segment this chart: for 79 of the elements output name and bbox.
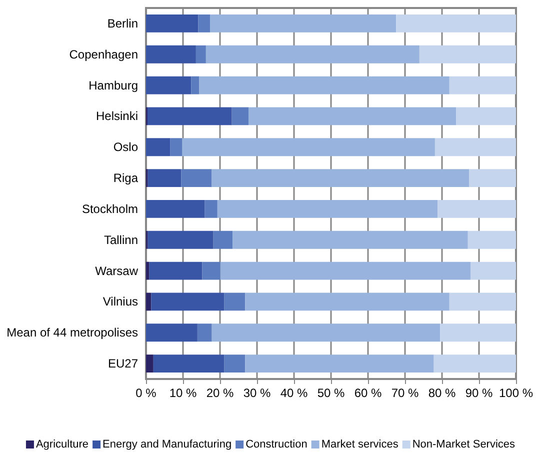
legend-label: Construction xyxy=(246,438,308,450)
x-tick-label: 20 % xyxy=(206,386,234,400)
y-tick-label: Hamburg xyxy=(88,78,138,92)
bar xyxy=(449,76,516,94)
bar xyxy=(146,324,198,342)
bar xyxy=(149,262,202,280)
legend-label: Energy and Manufacturing xyxy=(102,438,232,450)
bar xyxy=(468,230,516,249)
bar xyxy=(147,107,232,126)
bar xyxy=(148,230,214,249)
bar xyxy=(196,45,206,64)
bar xyxy=(146,76,192,94)
bar xyxy=(181,169,212,188)
x-tick-label: 70 % xyxy=(391,386,419,400)
bar xyxy=(212,324,440,342)
bar xyxy=(248,107,456,126)
legend-label: Non-Market Services xyxy=(412,438,516,450)
x-tick-label: 0 % xyxy=(136,386,157,400)
bar xyxy=(469,169,516,188)
bar xyxy=(245,354,434,373)
y-tick-label: Oslo xyxy=(113,140,138,154)
bar xyxy=(197,324,212,342)
bar xyxy=(204,200,218,218)
y-tick-label: Mean of 44 metropolises xyxy=(6,326,138,340)
bar xyxy=(146,138,170,156)
bar xyxy=(146,45,196,64)
y-tick-label: Helsinki xyxy=(96,109,138,124)
bar xyxy=(146,14,198,32)
y-tick-label: Riga xyxy=(113,171,138,186)
bar xyxy=(146,292,152,311)
x-tick-label: 80 % xyxy=(428,386,456,400)
y-tick-label: EU27 xyxy=(108,356,138,371)
y-tick-label: Berlin xyxy=(107,16,138,30)
x-tick-label: 50 % xyxy=(317,386,345,400)
bar xyxy=(456,107,516,126)
bar xyxy=(470,262,516,280)
bar xyxy=(146,354,154,373)
bar xyxy=(151,292,224,311)
bar xyxy=(438,200,516,218)
bar xyxy=(206,45,420,64)
bar xyxy=(245,292,450,311)
x-tick-label: 60 % xyxy=(354,386,382,400)
bar xyxy=(146,200,205,218)
bar xyxy=(440,324,516,342)
bar xyxy=(199,76,450,94)
y-tick-label: Tallinn xyxy=(104,232,138,247)
bar xyxy=(153,354,224,373)
bar xyxy=(419,45,516,64)
bar xyxy=(434,354,516,373)
bar xyxy=(224,292,246,311)
x-tick-label: 30 % xyxy=(243,386,271,400)
bar xyxy=(210,14,396,32)
bar xyxy=(224,354,246,373)
x-tick-label: 100 % xyxy=(498,386,534,400)
bar xyxy=(232,107,248,126)
y-tick-label: Vilnius xyxy=(102,294,138,309)
bar xyxy=(211,169,470,188)
bar xyxy=(182,138,435,156)
bar xyxy=(434,138,516,156)
bar xyxy=(213,230,233,249)
bar xyxy=(220,262,470,280)
bar xyxy=(396,14,516,32)
bar xyxy=(202,262,220,280)
bar xyxy=(217,200,438,218)
y-tick-label: Stockholm xyxy=(82,202,138,216)
legend-label: Market services xyxy=(321,438,399,450)
x-tick-label: 10 % xyxy=(169,386,197,400)
bar xyxy=(146,262,150,280)
y-tick-label: Warsaw xyxy=(95,264,138,278)
bar xyxy=(449,292,516,311)
bar xyxy=(148,169,182,188)
bar xyxy=(198,14,210,32)
bar xyxy=(232,230,468,249)
x-tick-label: 40 % xyxy=(280,386,308,400)
y-tick-label: Copenhagen xyxy=(69,47,138,62)
bar xyxy=(170,138,182,156)
legend-label: Agriculture xyxy=(36,438,89,450)
bar xyxy=(191,76,200,94)
x-tick-label: 90 % xyxy=(465,386,493,400)
